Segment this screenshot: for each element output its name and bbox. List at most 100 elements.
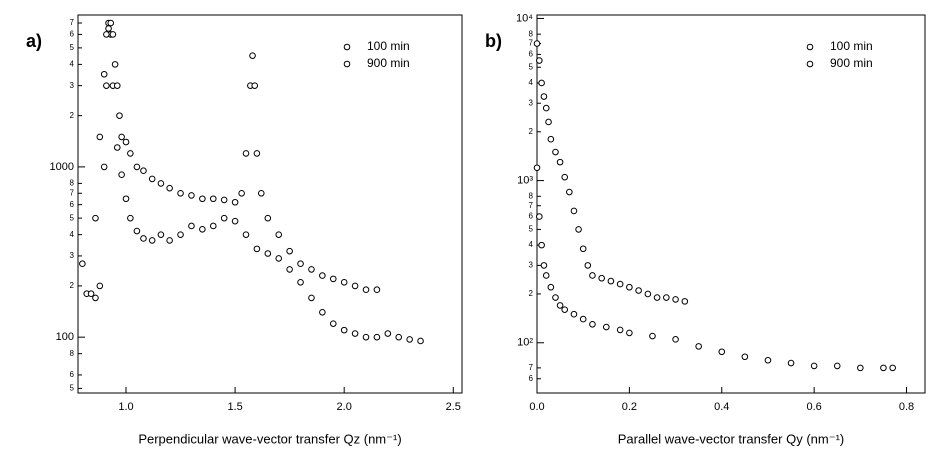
x-axis-label: Perpendicular wave-vector transfer Qz (n… (138, 431, 401, 446)
y-tick-label: 8 (529, 29, 534, 38)
x-tick-label: 0.8 (899, 401, 914, 413)
data-point (253, 150, 261, 157)
data-point (231, 198, 239, 206)
data-point (598, 274, 605, 282)
data-point (105, 25, 112, 32)
y-tick-label: 6 (529, 212, 534, 221)
data-point (157, 180, 165, 187)
data-point (297, 260, 304, 268)
data-point (264, 214, 272, 222)
data-point (672, 336, 679, 343)
data-point (249, 52, 256, 59)
data-point (257, 189, 265, 197)
y-tick-label: 4 (529, 240, 534, 249)
data-point (109, 31, 117, 38)
data-point (111, 61, 119, 68)
data-point (635, 287, 642, 294)
x-tick-label: 2.0 (337, 401, 352, 413)
y-tick-label: 100 (56, 331, 74, 343)
data-point (649, 332, 656, 340)
y-tick-label: 6 (70, 200, 75, 209)
data-point (199, 226, 206, 233)
y-tick-label: 10³ (517, 175, 533, 187)
y-tick-label: 1000 (50, 161, 74, 173)
data-point (100, 163, 108, 171)
data-point (351, 282, 359, 290)
y-tick-label: 3 (70, 251, 75, 260)
data-point (540, 93, 548, 100)
x-tick-label: 1.0 (118, 401, 133, 413)
data-point (536, 213, 543, 220)
data-point (242, 150, 250, 157)
y-tick-label: 5 (529, 225, 534, 234)
data-point (575, 226, 582, 233)
data-point (880, 364, 887, 372)
panel-label: a) (26, 31, 42, 51)
data-point (538, 241, 545, 249)
data-point (566, 188, 573, 196)
data-point (79, 260, 86, 268)
data-point (308, 294, 315, 302)
data-point (242, 231, 250, 238)
x-tick-label: 0.4 (714, 401, 729, 413)
y-tick-label: 10⁴ (516, 12, 533, 24)
data-point (663, 294, 670, 301)
data-point (177, 231, 184, 238)
data-point (140, 167, 147, 174)
data-point (100, 70, 108, 78)
y-tick-label: 4 (529, 78, 534, 87)
data-point (251, 82, 259, 89)
y-tick-label: 3 (70, 81, 75, 90)
x-axis-label: Parallel wave-vector transfer Qy (nm⁻¹) (618, 431, 844, 446)
y-tick-label: 8 (529, 191, 534, 200)
y-tick-label: 2 (529, 289, 534, 298)
data-point (764, 356, 772, 364)
y-tick-label: 4 (70, 230, 75, 239)
data-point (589, 320, 596, 328)
data-point (579, 245, 587, 253)
data-point (329, 320, 337, 327)
y-tick-label: 6 (70, 30, 75, 39)
data-point (626, 283, 633, 291)
data-point (209, 195, 217, 203)
data-point (319, 308, 326, 316)
y-tick-label: 7 (70, 18, 75, 27)
y-tick-label: 2 (70, 281, 75, 290)
data-point (157, 231, 165, 238)
y-tick-label: 3 (529, 260, 534, 269)
data-point (275, 255, 283, 262)
data-point (118, 171, 125, 178)
data-point (118, 133, 125, 141)
data-point (209, 222, 217, 230)
data-point (264, 250, 272, 257)
data-point (616, 326, 624, 334)
data-point (653, 294, 661, 301)
data-point (103, 31, 110, 38)
plot-frame (536, 14, 926, 394)
data-point (148, 237, 156, 244)
y-tick-label: 6 (70, 370, 75, 379)
data-point (329, 275, 337, 283)
y-tick-label: 5 (70, 213, 75, 222)
y-tick-label: 10² (517, 337, 533, 349)
x-tick-label: 0.0 (529, 401, 544, 413)
data-point (87, 290, 95, 298)
x-tick-label: 0.6 (806, 401, 821, 413)
data-point (695, 343, 702, 350)
data-point (107, 19, 115, 27)
data-point (561, 306, 569, 313)
data-point (166, 237, 173, 244)
data-point (545, 118, 552, 126)
data-point (373, 286, 381, 294)
data-point (681, 298, 689, 305)
data-point (607, 277, 615, 285)
legend-marker (806, 43, 814, 51)
data-point (616, 280, 624, 288)
data-point (238, 189, 245, 197)
data-point (188, 222, 195, 230)
data-point (133, 163, 141, 171)
data-point (253, 245, 261, 253)
data-point (177, 189, 184, 197)
data-point (579, 315, 587, 323)
data-point (538, 79, 545, 87)
